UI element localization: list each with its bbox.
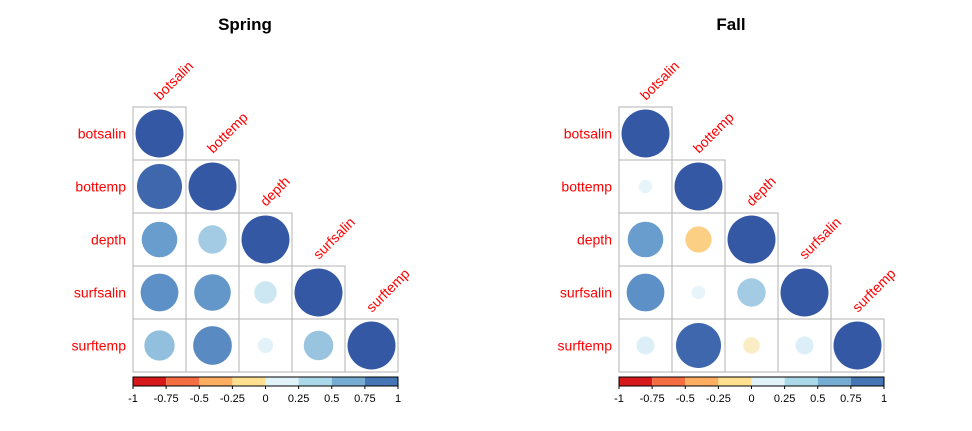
column-label-depth: depth [257, 173, 293, 209]
column-label-bottemp: bottemp [204, 109, 251, 156]
matrix-cell [724, 318, 779, 373]
correlation-circle-surfsalin-botsalin [140, 273, 179, 312]
correlation-circle-surftemp-botsalin [636, 336, 655, 355]
column-label-surftemp: surftemp [363, 265, 413, 315]
colorbar-tick-label: -1 [128, 393, 138, 405]
column-label-surftemp: surftemp [849, 265, 899, 315]
colorbar-tick-label: -0.25 [220, 393, 245, 405]
colorbar-segment [652, 377, 686, 386]
correlation-circle-surfsalin-bottemp [691, 285, 706, 300]
colorbar-segment [232, 377, 266, 386]
correlation-circle-depth-bottemp [685, 226, 712, 253]
row-label-bottemp: bottemp [75, 179, 126, 195]
correlation-circle-depth-depth [727, 215, 776, 264]
correlation-circle-depth-botsalin [627, 221, 664, 258]
row-label-surftemp: surftemp [558, 338, 613, 354]
colorbar-segment [751, 377, 785, 386]
correlation-circle-surfsalin-depth [254, 281, 277, 304]
correlation-circle-surfsalin-botsalin [626, 273, 665, 312]
colorbar-segment [166, 377, 200, 386]
correlation-circle-surftemp-surftemp [833, 321, 882, 370]
correlation-circle-surftemp-surfsalin [795, 336, 814, 355]
chart-title-fall: Fall [716, 15, 745, 34]
colorbar-segment [619, 377, 653, 386]
colorbar-segment [298, 377, 332, 386]
colorbar-tick-label: 0.25 [774, 393, 795, 405]
colorbar-segment [364, 377, 398, 386]
colorbar-tick-label: 0 [262, 393, 268, 405]
colorbar-tick-label: -0.75 [640, 393, 665, 405]
colorbar-tick-label: 0 [748, 393, 754, 405]
colorbar-segment [850, 377, 884, 386]
row-label-bottemp: bottemp [561, 179, 612, 195]
correlation-circle-surfsalin-surfsalin [780, 268, 829, 317]
chart-title-spring: Spring [218, 15, 272, 34]
matrix-cell [291, 318, 346, 373]
correlation-circle-surftemp-bottemp [675, 322, 722, 369]
row-label-surftemp: surftemp [72, 338, 127, 354]
correlation-circle-surftemp-depth [743, 337, 760, 354]
colorbar-tick-label: 0.75 [354, 393, 375, 405]
correlation-circle-surftemp-surftemp [347, 321, 396, 370]
colorbar-tick-label: -0.25 [706, 393, 731, 405]
row-label-surfsalin: surfsalin [74, 285, 126, 301]
fall-correlation-panel: Fall botsalinbottempdepthsurfsalinsurfte… [558, 15, 899, 405]
spring-correlation-panel: Spring botsalinbottempdepthsurfsalinsurf… [72, 15, 413, 405]
colorbar-tick-label: 0.5 [324, 393, 339, 405]
colorbar-segment [265, 377, 299, 386]
row-label-botsalin: botsalin [78, 126, 126, 142]
column-label-depth: depth [743, 173, 779, 209]
row-label-depth: depth [577, 232, 612, 248]
correlation-circle-botsalin-botsalin [135, 109, 184, 158]
colorbar-tick-label: -0.5 [676, 393, 695, 405]
correlation-circle-surftemp-depth [257, 337, 274, 354]
colorbar-tick-label: 0.75 [840, 393, 861, 405]
row-label-botsalin: botsalin [564, 126, 612, 142]
colorbar-tick-label: 0.25 [288, 393, 309, 405]
correlation-circle-depth-botsalin [141, 221, 178, 258]
correlation-circle-surftemp-bottemp [193, 326, 232, 365]
colorbar-tick-label: -1 [614, 393, 624, 405]
colorbar-segment [784, 377, 818, 386]
colorbar-tick-label: 1 [881, 393, 887, 405]
correlation-circle-surftemp-surfsalin [303, 330, 334, 361]
correlation-circle-bottemp-bottemp [674, 162, 723, 211]
correlation-circle-surfsalin-bottemp [194, 274, 231, 311]
correlation-circle-surfsalin-surfsalin [294, 268, 343, 317]
column-label-surfsalin: surfsalin [310, 214, 358, 262]
colorbar-segment [817, 377, 851, 386]
colorbar-segment [718, 377, 752, 386]
correlation-circle-botsalin-botsalin [621, 109, 670, 158]
colorbar-tick-label: -0.75 [154, 393, 179, 405]
column-label-surfsalin: surfsalin [796, 214, 844, 262]
colorbar-segment [133, 377, 167, 386]
correlation-circle-surftemp-botsalin [144, 330, 175, 361]
colorbar-segment [331, 377, 365, 386]
correlation-circle-depth-depth [241, 215, 290, 264]
column-label-botsalin: botsalin [637, 58, 682, 103]
correlation-circle-bottemp-botsalin [638, 179, 653, 194]
colorbar-segment [685, 377, 719, 386]
colorbar-segment [199, 377, 233, 386]
colorbar-tick-label: -0.5 [190, 393, 209, 405]
colorbar-tick-label: 1 [395, 393, 401, 405]
column-label-bottemp: bottemp [690, 109, 737, 156]
correlation-circle-surfsalin-depth [737, 278, 766, 307]
correlation-circle-bottemp-botsalin [136, 163, 183, 210]
correlation-circle-bottemp-bottemp [188, 162, 237, 211]
column-label-botsalin: botsalin [151, 58, 196, 103]
correlation-circle-depth-bottemp [198, 225, 227, 254]
row-label-surfsalin: surfsalin [560, 285, 612, 301]
row-label-depth: depth [91, 232, 126, 248]
colorbar-tick-label: 0.5 [810, 393, 825, 405]
